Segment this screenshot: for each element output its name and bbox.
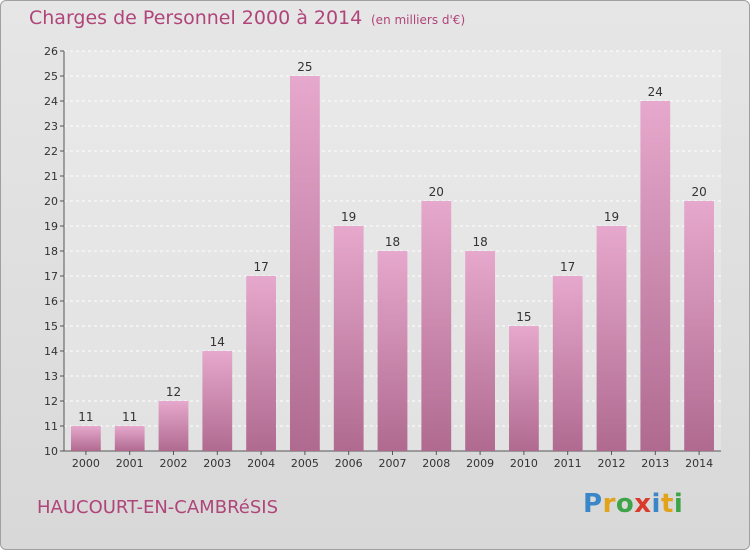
- x-tick-label: 2004: [247, 457, 275, 470]
- x-tick-label: 2007: [379, 457, 407, 470]
- bar-value-label: 15: [516, 310, 531, 324]
- x-tick-label: 2001: [116, 457, 144, 470]
- bar-value-label: 19: [341, 210, 356, 224]
- bar-value-label: 19: [604, 210, 619, 224]
- bar: [377, 251, 408, 451]
- y-tick-label: 23: [44, 120, 58, 133]
- chart-title: Charges de Personnel 2000 à 2014: [29, 7, 363, 29]
- bar-value-label: 11: [122, 410, 137, 424]
- chart-subtitle: (en milliers d'€): [371, 13, 466, 27]
- y-tick-label: 25: [44, 70, 58, 83]
- bar: [421, 201, 452, 451]
- bar: [509, 326, 539, 451]
- proxiti-logo: Proxiti: [583, 489, 683, 519]
- y-tick-label: 21: [44, 170, 58, 183]
- bar: [465, 251, 495, 451]
- bar-value-label: 11: [78, 410, 93, 424]
- bar: [290, 76, 320, 451]
- bar-value-label: 17: [253, 260, 268, 274]
- x-tick-label: 2002: [160, 457, 188, 470]
- x-tick-label: 2009: [466, 457, 494, 470]
- logo-letter: i: [651, 489, 661, 519]
- y-tick-label: 11: [44, 420, 58, 433]
- x-tick-label: 2012: [598, 457, 626, 470]
- bar: [333, 226, 364, 451]
- x-tick-label: 2003: [203, 457, 231, 470]
- y-tick-label: 18: [44, 245, 58, 258]
- bar: [552, 276, 583, 451]
- x-tick-label: 2011: [554, 457, 582, 470]
- logo-letter: x: [634, 489, 652, 519]
- y-tick-label: 10: [44, 445, 58, 458]
- logo-letter: P: [583, 489, 603, 519]
- bar-value-label: 17: [560, 260, 575, 274]
- bar: [114, 426, 145, 451]
- x-tick-label: 2000: [72, 457, 100, 470]
- bar-value-label: 12: [166, 385, 181, 399]
- y-tick-label: 26: [44, 45, 58, 58]
- logo-letter: t: [660, 489, 674, 519]
- bar-value-label: 14: [210, 335, 225, 349]
- bar-value-label: 20: [429, 185, 444, 199]
- bar: [246, 276, 276, 451]
- logo-letter: i: [673, 489, 684, 519]
- logo-letter: o: [615, 489, 635, 519]
- x-tick-label: 2014: [685, 457, 713, 470]
- x-tick-label: 2006: [335, 457, 363, 470]
- bar-value-label: 18: [472, 235, 487, 249]
- bar: [202, 351, 233, 451]
- x-tick-label: 2008: [422, 457, 450, 470]
- y-tick-label: 24: [44, 95, 58, 108]
- y-tick-label: 17: [44, 270, 58, 283]
- x-tick-label: 2013: [641, 457, 669, 470]
- y-tick-label: 19: [44, 220, 58, 233]
- y-tick-label: 14: [44, 345, 58, 358]
- bar-value-label: 25: [297, 60, 312, 74]
- bar: [158, 401, 189, 451]
- x-tick-label: 2010: [510, 457, 538, 470]
- y-tick-label: 12: [44, 395, 58, 408]
- town-name: HAUCOURT-EN-CAMBRéSIS: [37, 497, 278, 518]
- x-tick-label: 2005: [291, 457, 319, 470]
- y-tick-label: 22: [44, 145, 58, 158]
- y-tick-label: 16: [44, 295, 58, 308]
- bar: [640, 101, 671, 451]
- logo-letter: r: [602, 489, 616, 519]
- bar-value-label: 20: [691, 185, 706, 199]
- y-tick-label: 20: [44, 195, 58, 208]
- bar: [596, 226, 627, 451]
- bar-value-label: 18: [385, 235, 400, 249]
- bar-value-label: 24: [648, 85, 663, 99]
- y-tick-label: 15: [44, 320, 58, 333]
- bar: [684, 201, 714, 451]
- bar: [71, 426, 101, 451]
- y-tick-label: 13: [44, 370, 58, 383]
